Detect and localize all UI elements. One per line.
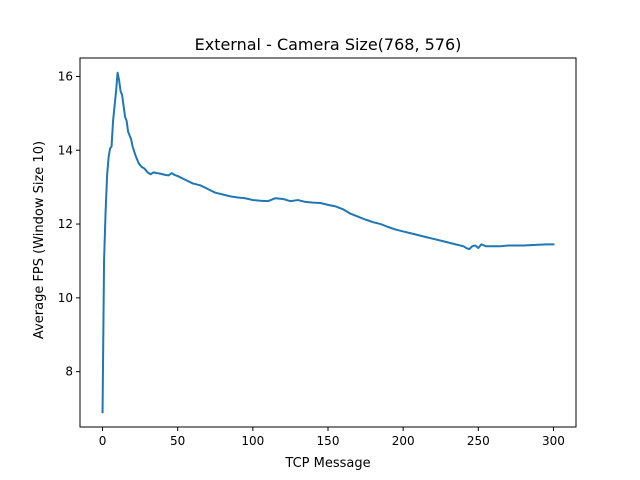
x-tick-label-5: 250 (467, 434, 490, 448)
x-axis-label: TCP Message (284, 456, 370, 471)
x-tick-label-3: 150 (317, 434, 340, 448)
x-tick-label-0: 0 (99, 434, 107, 448)
x-tick-label-6: 300 (542, 434, 565, 448)
y-tick-label-2: 12 (58, 217, 73, 231)
x-tick-label-4: 200 (392, 434, 415, 448)
x-tick-label-1: 50 (170, 434, 185, 448)
y-tick-label-4: 16 (58, 69, 73, 83)
y-tick-label-0: 8 (65, 365, 73, 379)
plot-area: 0 50 100 150 200 250 300 8 10 12 14 16 (58, 57, 577, 448)
y-axis-label: Average FPS (Window Size 10) (32, 141, 47, 339)
y-tick-label-1: 10 (58, 291, 73, 305)
y-tick-label-3: 14 (58, 143, 73, 157)
x-tick-label-2: 100 (241, 434, 264, 448)
chart-title: External - Camera Size(768, 576) (195, 35, 462, 54)
series-line-0 (101, 71, 555, 414)
